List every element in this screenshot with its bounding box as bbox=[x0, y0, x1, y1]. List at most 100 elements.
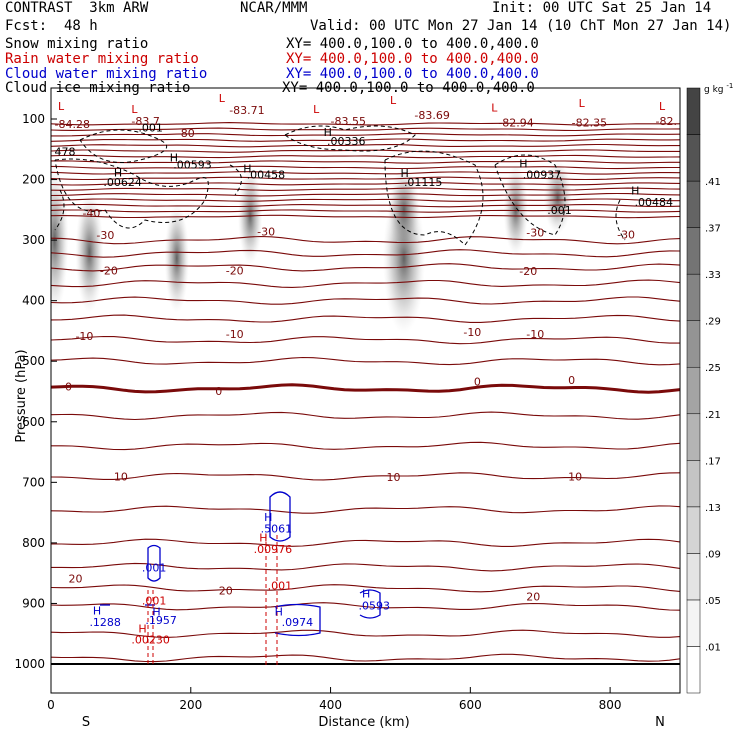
contour-label-layer: -84.28 -83.7 -83.71 -83.55 -83.69 -82.94 -82.3… bbox=[54, 92, 677, 646]
colorbar-swatch bbox=[686, 646, 701, 694]
colorbar-units: g kg -1 bbox=[704, 82, 733, 95]
field-snow-xy: XY= 400.0,100.0 to 400.0,400.0 bbox=[286, 36, 539, 52]
cloudwater-label: H bbox=[152, 606, 160, 619]
snow-ice-label: 478 bbox=[54, 145, 75, 158]
y-tick-label: 300 bbox=[22, 233, 45, 247]
isotherm-line bbox=[51, 154, 680, 159]
isotherm-line bbox=[51, 383, 680, 394]
isotherm-line bbox=[51, 335, 680, 345]
extremum-marker: L bbox=[58, 100, 65, 113]
y-tick-label: 500 bbox=[22, 354, 45, 368]
field-cloudwater-name: Cloud water mixing ratio bbox=[5, 66, 208, 82]
extremum-marker: H bbox=[631, 185, 639, 198]
right-endpoint-label: N bbox=[655, 715, 665, 730]
isotherm-label: -10 bbox=[75, 330, 93, 343]
colorbar-swatch bbox=[686, 599, 701, 647]
isotherm-line bbox=[51, 653, 680, 663]
plot-frame bbox=[50, 87, 681, 694]
cloudwater-label: .001 bbox=[142, 561, 167, 574]
isotherm-label: -84.28 bbox=[54, 118, 89, 131]
colorbar: .01 .05 .09 .13 .17 .21 .25 .29 .33 .37 .41 g kg -1 bbox=[686, 82, 733, 694]
colorbar-label: .41 bbox=[705, 177, 721, 188]
x-axis-title: Distance (km) bbox=[318, 715, 409, 730]
rain-label: .00976 bbox=[254, 543, 293, 556]
cloudwater-label: H bbox=[275, 606, 283, 619]
rain-label: .001 bbox=[268, 580, 293, 593]
isotherm-label: -83.71 bbox=[229, 104, 264, 117]
snow-ice-contour bbox=[54, 189, 65, 231]
snow-ice-contour bbox=[494, 154, 566, 236]
isotherm-line bbox=[51, 411, 680, 421]
cloudwater-label: H bbox=[362, 587, 370, 600]
colorbar-label: .01 bbox=[705, 642, 721, 653]
extremum-marker: H bbox=[519, 157, 527, 170]
colorbar-swatch bbox=[686, 413, 701, 461]
x-tick-label: 600 bbox=[459, 698, 482, 712]
rain-label: .00230 bbox=[131, 633, 170, 646]
isotherm-label: -10 bbox=[226, 328, 244, 341]
isotherm-line bbox=[51, 505, 680, 514]
isotherm-line bbox=[51, 187, 680, 191]
extremum-marker: L bbox=[219, 92, 226, 105]
x-tick-label: 200 bbox=[179, 698, 202, 712]
snow-plume bbox=[164, 203, 190, 313]
colorbar-swatch bbox=[686, 506, 701, 554]
colorbar-label: .13 bbox=[705, 503, 721, 514]
cloudwater-contour bbox=[147, 544, 161, 582]
field-cloudwater-xy: XY= 400.0,100.0 to 400.0,400.0 bbox=[286, 66, 539, 82]
colorbar-label: .09 bbox=[705, 549, 721, 560]
isotherm-label: -82.35 bbox=[572, 116, 607, 129]
field-rain-name: Rain water mixing ratio bbox=[5, 51, 199, 67]
isotherm-label: -83.7 bbox=[131, 115, 159, 128]
isotherm-line bbox=[51, 472, 680, 481]
field-rain-xy: XY= 400.0,100.0 to 400.0,400.0 bbox=[286, 51, 539, 67]
snow-ice-contour bbox=[229, 164, 242, 196]
cloudwater-contour bbox=[269, 491, 291, 542]
isotherm-label: 20 bbox=[526, 590, 540, 603]
isotherm-label: -30 bbox=[96, 229, 114, 242]
extremum-marker: H bbox=[170, 151, 178, 164]
colorbar-swatch bbox=[686, 87, 701, 135]
y-tick-label: 700 bbox=[22, 475, 45, 489]
y-tick-label: 100 bbox=[22, 112, 45, 126]
cloudwater-label: .0593 bbox=[359, 600, 391, 613]
y-tick-label: 800 bbox=[22, 536, 45, 550]
colorbar-swatch bbox=[686, 553, 701, 601]
cloudwater-label: .5061 bbox=[261, 523, 293, 536]
isotherm-label: 0 bbox=[215, 385, 222, 398]
snow-plume bbox=[503, 164, 528, 256]
extremum-marker: H bbox=[324, 126, 332, 139]
snow-ice-contour bbox=[54, 158, 209, 229]
model-name: CONTRAST 3km ARW bbox=[5, 0, 149, 16]
isotherm-label: -30 bbox=[617, 228, 635, 241]
isotherm-line bbox=[51, 235, 680, 245]
isotherm-label: -20 bbox=[100, 265, 118, 278]
snow-ice-label: .001 bbox=[138, 122, 163, 135]
isotherm-line bbox=[51, 602, 680, 611]
extremum-marker: H bbox=[114, 167, 122, 180]
isotherm-line bbox=[51, 441, 680, 451]
isotherm-line bbox=[51, 127, 680, 132]
field-snow-name: Snow mixing ratio bbox=[5, 36, 149, 52]
rain-label: H bbox=[138, 623, 146, 636]
isotherm-label: 0 bbox=[65, 380, 72, 393]
extremum-marker: L bbox=[390, 94, 397, 107]
isotherm-line bbox=[51, 629, 680, 638]
snow-ice-label: .00593 bbox=[173, 159, 212, 172]
forecast-hour: 48 h bbox=[64, 18, 98, 34]
isotherm-line bbox=[51, 133, 680, 137]
isotherm-line bbox=[51, 138, 680, 142]
isotherm-label: -30 bbox=[526, 226, 544, 239]
isotherm-line bbox=[51, 149, 680, 153]
snow-plume bbox=[75, 191, 104, 313]
isotherm-line bbox=[51, 279, 680, 288]
colorbar-swatch bbox=[686, 273, 701, 321]
colorbar-swatch bbox=[686, 227, 701, 275]
rain-label: .001 bbox=[142, 595, 167, 608]
isotherm-label: 10 bbox=[386, 471, 400, 484]
x-tick-label: 0 bbox=[47, 698, 55, 712]
isotherm-label: -10 bbox=[526, 328, 544, 341]
isotherm-line bbox=[51, 160, 680, 164]
cloudwater-label: .0974 bbox=[282, 616, 314, 629]
